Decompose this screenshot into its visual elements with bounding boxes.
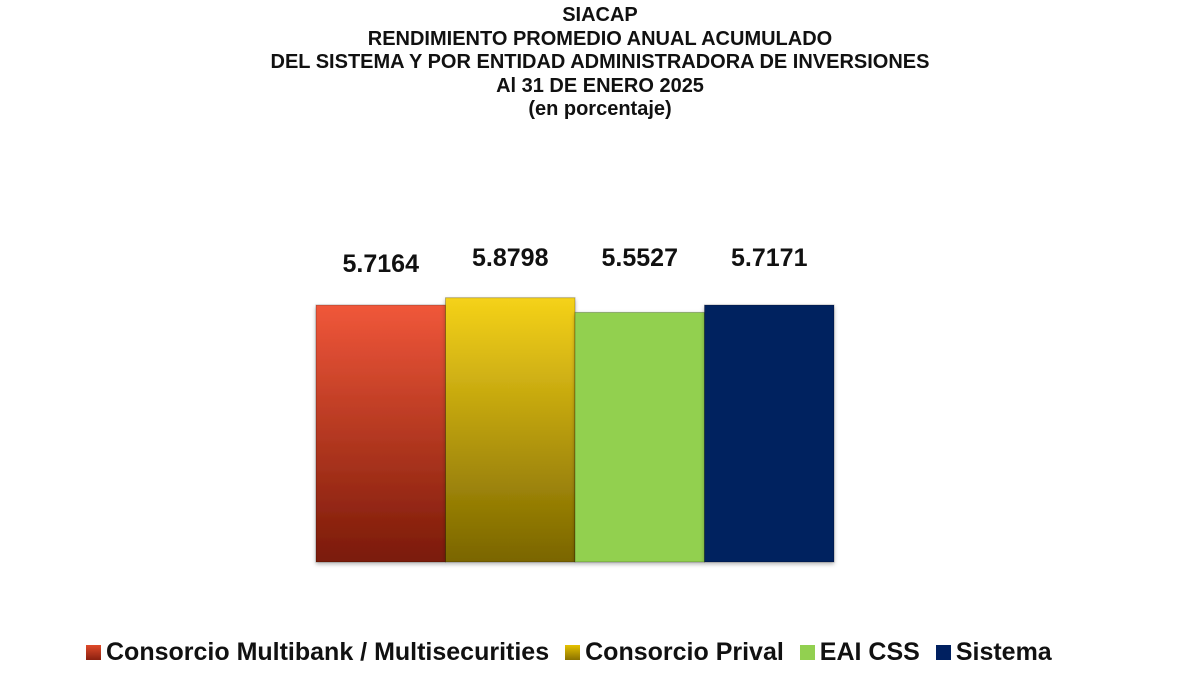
- data-label-2: 5.5527: [602, 244, 678, 272]
- bar-3: [704, 304, 835, 563]
- legend-label: EAI CSS: [819, 638, 920, 666]
- data-label-3: 5.7171: [731, 244, 808, 272]
- data-label-1: 5.8798: [472, 244, 549, 272]
- legend-item-prival: Consorcio Prival: [565, 638, 784, 667]
- legend-label: Consorcio Multibank / Multisecurities: [106, 638, 550, 666]
- legend-swatch: [799, 645, 815, 660]
- legend-item-eai-css: EAI CSS: [799, 638, 920, 667]
- title-line-3: DEL SISTEMA Y POR ENTIDAD ADMINISTRADORA…: [270, 51, 930, 73]
- bar-1: [445, 297, 576, 563]
- legend-swatch: [565, 645, 581, 660]
- bar-2: [574, 311, 705, 563]
- legend-swatch: [86, 645, 101, 660]
- title-line-4: Al 31 DE ENERO 2025: [496, 74, 704, 97]
- title-line-1: SIACAP: [562, 4, 638, 26]
- legend-swatch: [935, 645, 951, 660]
- legend-item-sistema: Sistema: [935, 638, 1052, 667]
- title-line-2: RENDIMIENTO PROMEDIO ANUAL ACUMULADO: [367, 27, 833, 50]
- legend-item-multibank: Consorcio Multibank / Multisecurities: [86, 638, 549, 667]
- legend-label: Sistema: [955, 638, 1052, 666]
- data-label-0: 5.7164: [343, 250, 420, 278]
- legend: Consorcio Multibank / Multisecurities Co…: [86, 638, 1068, 667]
- title-line-5: (en porcentaje): [528, 98, 672, 120]
- chart-title: SIACAP RENDIMIENTO PROMEDIO ANUAL ACUMUL…: [0, 4, 1200, 122]
- bar-0: [315, 304, 446, 563]
- legend-label: Consorcio Prival: [585, 638, 784, 666]
